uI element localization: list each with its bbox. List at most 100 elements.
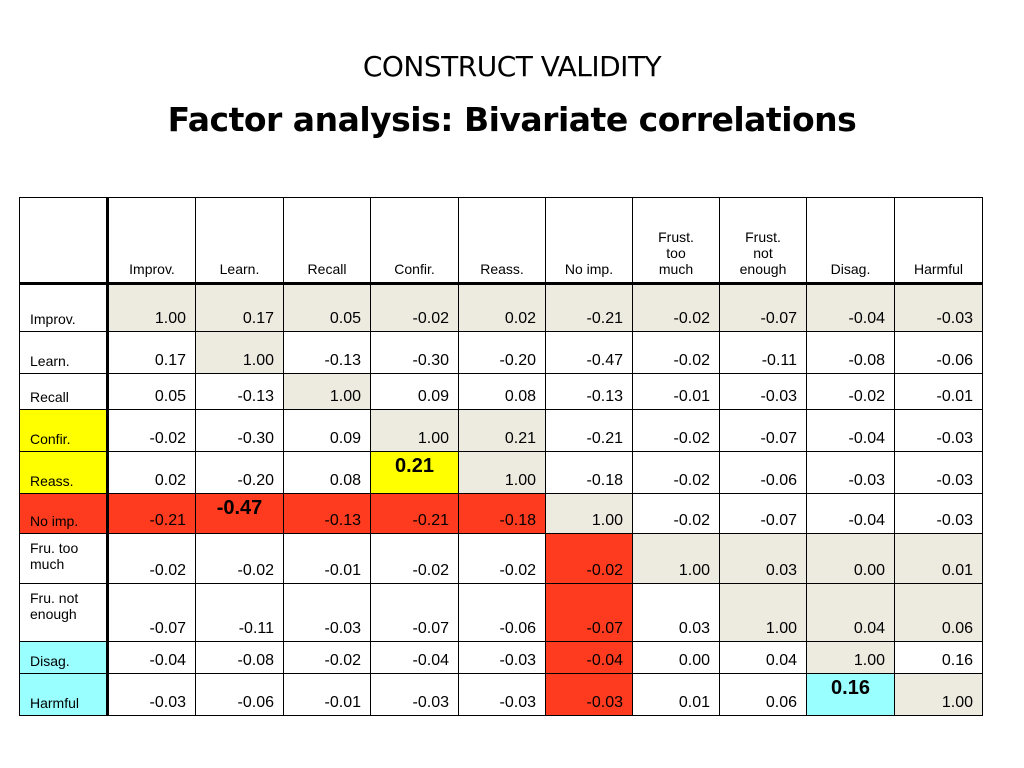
correlation-cell: -0.47 [195, 493, 284, 534]
correlation-cell: -0.47 [545, 331, 633, 374]
correlation-table: Improv. Learn. Recall Confir. Reass. No … [19, 197, 983, 716]
correlation-cell: 0.06 [719, 673, 807, 716]
correlation-cell: -0.03 [283, 583, 371, 642]
correlation-cell: 0.02 [107, 451, 196, 494]
correlation-cell: 0.00 [632, 641, 720, 674]
correlation-cell: 0.05 [283, 283, 371, 332]
correlation-cell: 0.04 [719, 641, 807, 674]
correlation-cell: -0.02 [283, 641, 371, 674]
correlation-cell: -0.01 [894, 373, 983, 410]
correlation-cell: 0.17 [107, 331, 196, 374]
correlation-cell: 1.00 [370, 409, 459, 452]
correlation-cell: -0.03 [894, 409, 983, 452]
correlation-cell: 1.00 [107, 283, 196, 332]
correlation-cell: -0.03 [719, 373, 807, 410]
row-label: Fru. too much [19, 533, 109, 584]
column-header: Learn. [195, 197, 284, 285]
correlation-cell: 0.05 [107, 373, 196, 410]
correlation-cell: -0.07 [545, 583, 633, 642]
table-row: No imp. -0.21 -0.47 -0.13 -0.21 -0.18 1.00 -0.0… [19, 493, 983, 534]
correlation-cell: -0.02 [632, 451, 720, 494]
correlation-cell: 1.00 [806, 641, 895, 674]
correlation-cell: -0.13 [545, 373, 633, 410]
correlation-cell: -0.13 [195, 373, 284, 410]
correlation-cell: -0.30 [195, 409, 284, 452]
correlation-cell: -0.20 [458, 331, 546, 374]
correlation-cell: -0.07 [370, 583, 459, 642]
correlation-cell: -0.07 [719, 283, 807, 332]
correlation-cell: -0.02 [632, 283, 720, 332]
correlation-cell: -0.18 [545, 451, 633, 494]
correlation-cell: -0.13 [283, 331, 371, 374]
correlation-cell: -0.04 [806, 493, 895, 534]
table-row: Reass. 0.02 -0.20 0.08 0.21 1.00 -0.18 -0.02 -0.… [19, 451, 983, 494]
correlation-cell: -0.02 [370, 283, 459, 332]
column-header: Reass. [458, 197, 546, 285]
correlation-cell: 0.04 [806, 583, 895, 642]
correlation-cell: -0.07 [107, 583, 196, 642]
correlation-cell: -0.07 [719, 493, 807, 534]
slide-title: CONSTRUCT VALIDITY [362, 50, 662, 83]
column-header: No imp. [545, 197, 633, 285]
correlation-cell: 0.03 [719, 533, 807, 584]
correlation-cell: -0.03 [458, 641, 546, 674]
row-label: Improv. [19, 283, 109, 332]
correlation-cell: -0.21 [545, 409, 633, 452]
correlation-cell: -0.04 [545, 641, 633, 674]
row-label: Reass. [19, 451, 109, 494]
table-row: Improv. 1.00 0.17 0.05 -0.02 0.02 -0.21 -0.02 -0… [19, 283, 983, 332]
correlation-cell: -0.20 [195, 451, 284, 494]
table-row: Fru. too much -0.02 -0.02 -0.01 -0.02 -0.02 -0.… [19, 533, 983, 584]
correlation-cell: -0.03 [806, 451, 895, 494]
correlation-cell: 0.21 [458, 409, 546, 452]
column-header: Recall [283, 197, 371, 285]
row-label: Harmful [19, 673, 109, 716]
table-row: Recall 0.05 -0.13 1.00 0.09 0.08 -0.13 -0.01 -0.… [19, 373, 983, 410]
correlation-cell: 1.00 [719, 583, 807, 642]
slide-subtitle: Factor analysis: Bivariate correlations [167, 100, 857, 139]
correlation-cell: -0.01 [283, 673, 371, 716]
corner-cell [19, 197, 109, 285]
correlation-cell: -0.06 [195, 673, 284, 716]
correlation-cell: -0.21 [370, 493, 459, 534]
correlation-cell: 0.16 [894, 641, 983, 674]
row-label: Disag. [19, 641, 109, 674]
column-header: Confir. [370, 197, 459, 285]
correlation-cell: -0.08 [195, 641, 284, 674]
correlation-cell: -0.21 [545, 283, 633, 332]
header-row: Improv. Learn. Recall Confir. Reass. No … [19, 197, 983, 285]
correlation-cell: -0.01 [632, 373, 720, 410]
table-row: Learn. 0.17 1.00 -0.13 -0.30 -0.20 -0.47 -0.02-… [19, 331, 983, 374]
correlation-cell: -0.11 [195, 583, 284, 642]
correlation-cell: -0.04 [806, 283, 895, 332]
correlation-cell: -0.02 [107, 409, 196, 452]
correlation-cell: 0.06 [894, 583, 983, 642]
correlation-cell: 1.00 [458, 451, 546, 494]
table-row: Harmful -0.03 -0.06 -0.01 -0.03 -0.03 -0.03 0.0… [19, 673, 983, 716]
correlation-cell: 0.16 [806, 673, 895, 716]
correlation-cell: -0.02 [806, 373, 895, 410]
column-header: Frust. not enough [719, 197, 807, 285]
row-label: No imp. [19, 493, 109, 534]
table-row: Disag. -0.04 -0.08 -0.02 -0.04 -0.03 -0.04 0.00… [19, 641, 983, 674]
correlation-cell: -0.11 [719, 331, 807, 374]
correlation-cell: -0.03 [370, 673, 459, 716]
correlation-cell: -0.02 [632, 493, 720, 534]
correlation-cell: 1.00 [545, 493, 633, 534]
correlation-cell: 0.21 [370, 451, 459, 494]
correlation-cell: -0.08 [806, 331, 895, 374]
column-header: Harmful [894, 197, 983, 285]
correlation-cell: -0.30 [370, 331, 459, 374]
correlation-cell: -0.03 [894, 283, 983, 332]
row-label: Learn. [19, 331, 109, 374]
correlation-cell: -0.02 [545, 533, 633, 584]
correlation-cell: -0.03 [458, 673, 546, 716]
correlation-cell: 0.01 [894, 533, 983, 584]
correlation-cell: -0.01 [283, 533, 371, 584]
correlation-cell: 1.00 [632, 533, 720, 584]
correlation-cell: -0.02 [632, 331, 720, 374]
correlation-cell: -0.03 [545, 673, 633, 716]
correlation-cell: 0.17 [195, 283, 284, 332]
correlation-cell: 0.02 [458, 283, 546, 332]
correlation-cell: -0.03 [894, 493, 983, 534]
